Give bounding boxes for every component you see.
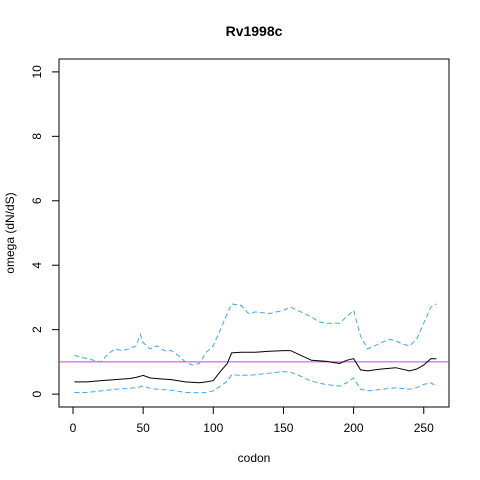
y-tick-label: 4 <box>30 262 44 269</box>
y-tick-label: 10 <box>30 65 44 79</box>
x-tick-label: 150 <box>273 421 293 435</box>
y-tick-label: 6 <box>30 197 44 204</box>
x-tick-label: 200 <box>344 421 364 435</box>
x-axis: 0 50 100 150 200 250 <box>70 406 434 435</box>
series-upper-bound <box>74 303 437 366</box>
x-tick-label: 50 <box>136 421 150 435</box>
y-tick-label: 0 <box>30 390 44 397</box>
y-axis: 0 2 4 6 8 10 <box>30 65 60 397</box>
plot-frame <box>58 58 450 408</box>
series-estimate <box>74 350 437 384</box>
y-tick-label: 2 <box>30 326 44 333</box>
x-tick-label: 100 <box>203 421 223 435</box>
y-axis-label: omega (dN/dS) <box>3 192 17 273</box>
chart-title: Rv1998c <box>226 23 283 39</box>
series-lower-bound <box>74 371 437 394</box>
plot-area <box>58 58 450 408</box>
x-tick-label: 250 <box>414 421 434 435</box>
x-axis-label: codon <box>238 451 271 465</box>
y-tick-label: 8 <box>30 133 44 140</box>
x-tick-label: 0 <box>70 421 77 435</box>
series-layer <box>59 303 449 394</box>
